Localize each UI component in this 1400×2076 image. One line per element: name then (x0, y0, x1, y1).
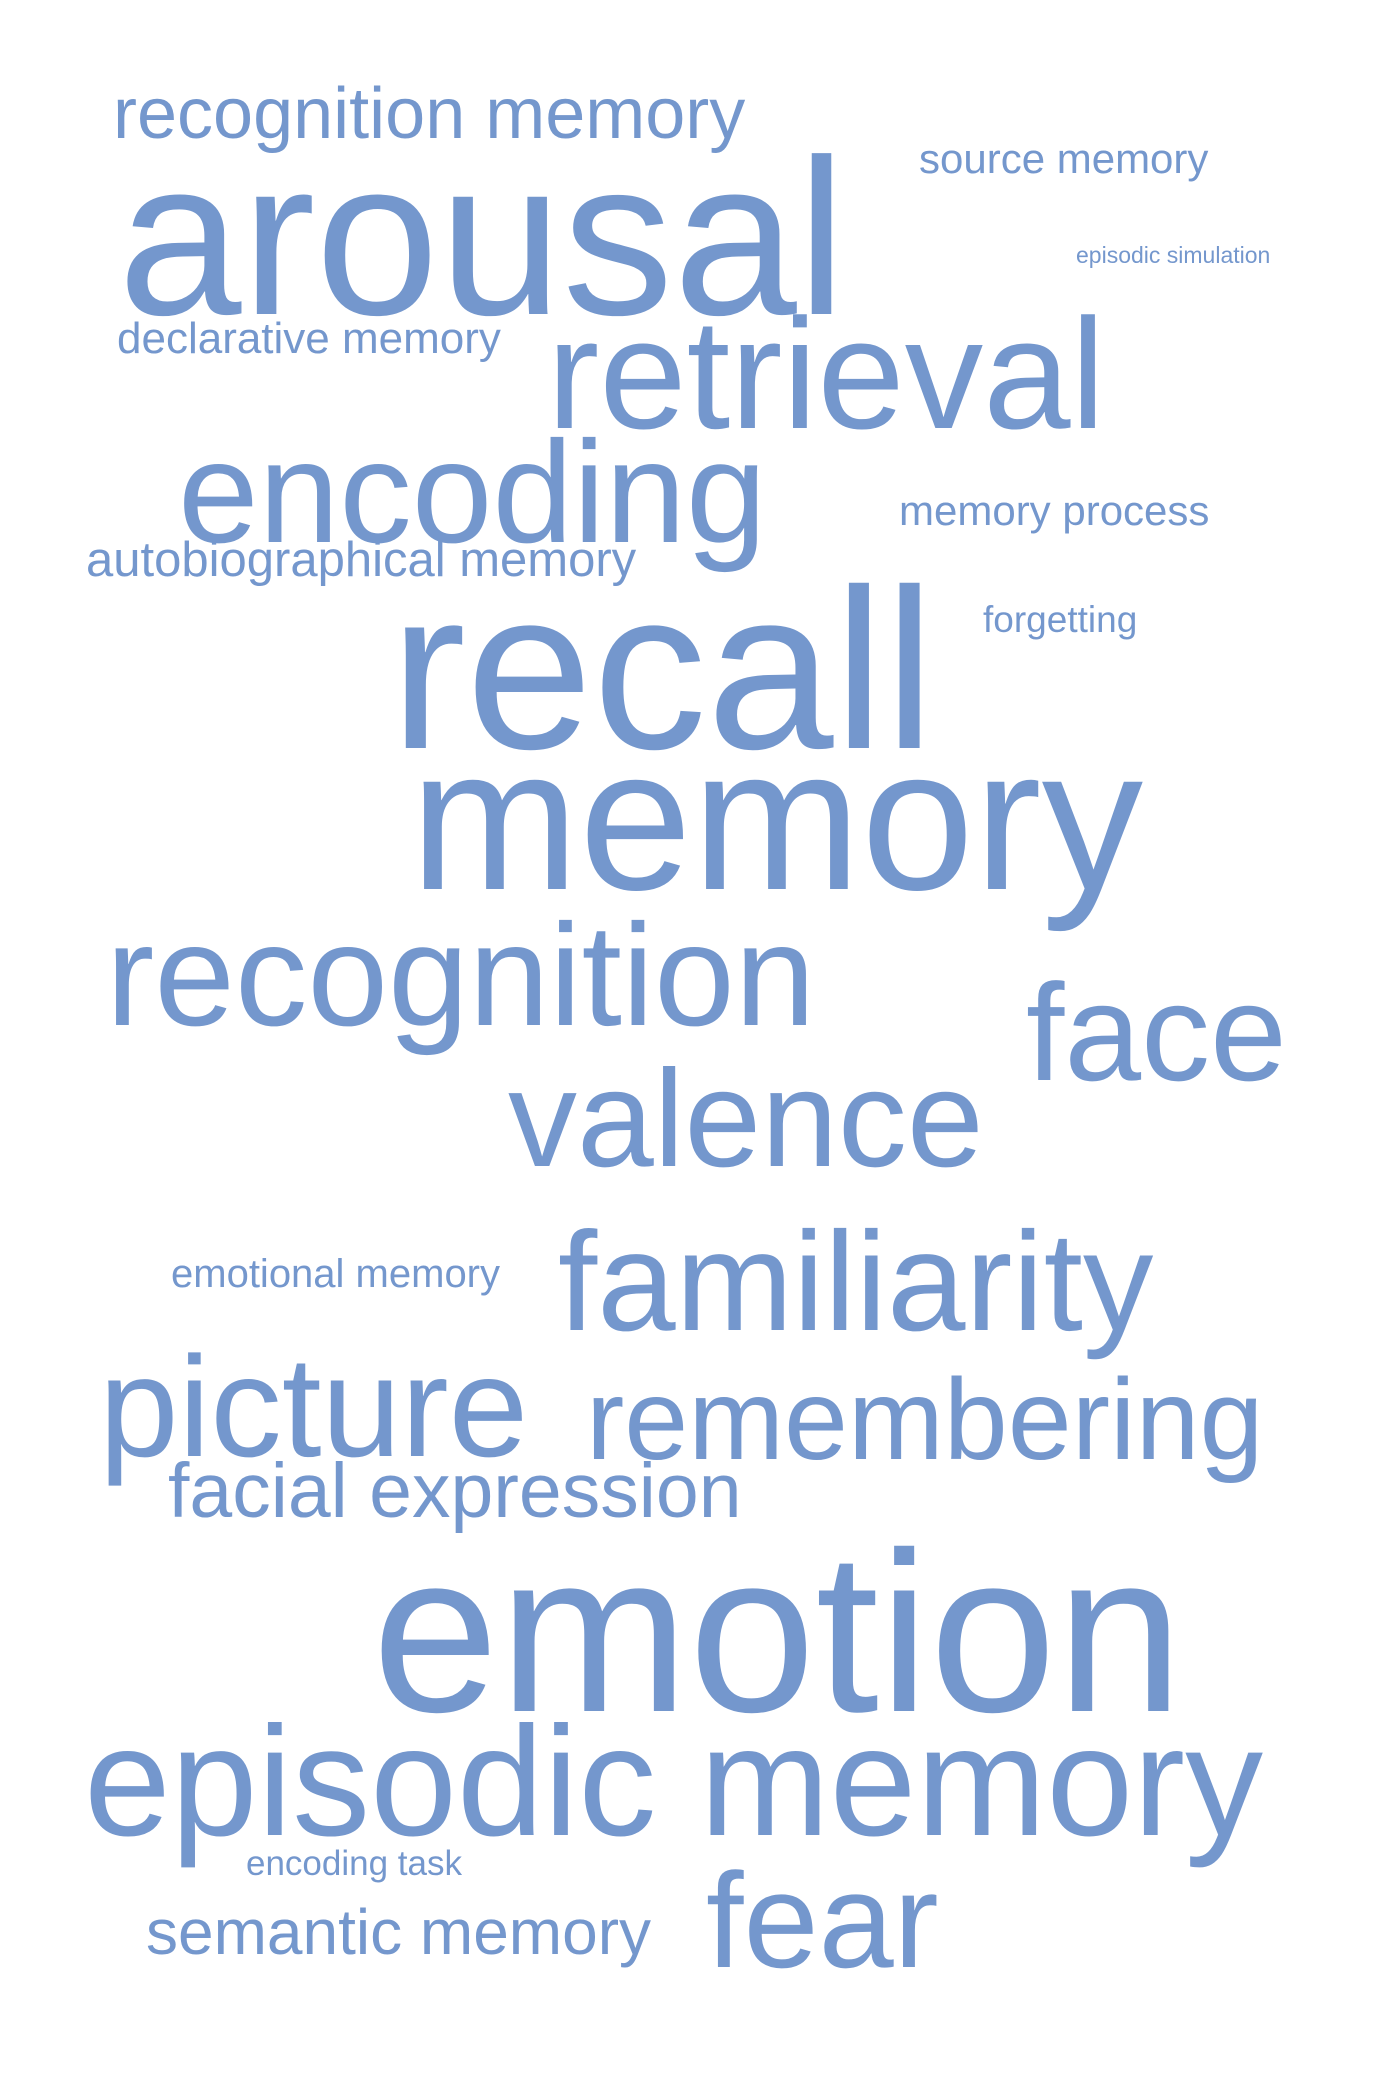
word-arousal: arousal (118, 114, 847, 362)
word-memory-process: memory process (899, 487, 1210, 534)
word-retrieval: retrieval (547, 287, 1106, 462)
word-emotion: emotion (372, 1506, 1184, 1760)
word-forgetting: forgetting (983, 599, 1138, 640)
word-fear: fear (706, 1845, 939, 1996)
word-face: face (1026, 956, 1287, 1110)
word-recall: recall (390, 543, 935, 797)
word-picture: picture (99, 1328, 529, 1487)
word-encoding-task: encoding task (246, 1844, 462, 1883)
word-familiarity: familiarity (558, 1202, 1154, 1360)
word-recognition-memory: recognition memory (113, 74, 746, 154)
word-encoding: encoding (178, 411, 767, 573)
word-semantic-memory: semantic memory (146, 1896, 651, 1968)
word-valence: valence (508, 1042, 984, 1196)
word-facial-expression: facial expression (168, 1448, 742, 1534)
word-recognition: recognition (106, 894, 816, 1056)
word-episodic-simulation: episodic simulation (1076, 242, 1271, 268)
word-source-memory: source memory (919, 135, 1209, 182)
word-emotional-memory: emotional memory (171, 1252, 501, 1296)
word-declarative-memory: declarative memory (117, 314, 501, 363)
word-episodic-memory: episodic memory (84, 1695, 1264, 1869)
word-memory: memory (410, 706, 1144, 933)
word-remembering: remembering (586, 1356, 1264, 1484)
word-autobiographical-memory: autobiographical memory (86, 533, 637, 587)
